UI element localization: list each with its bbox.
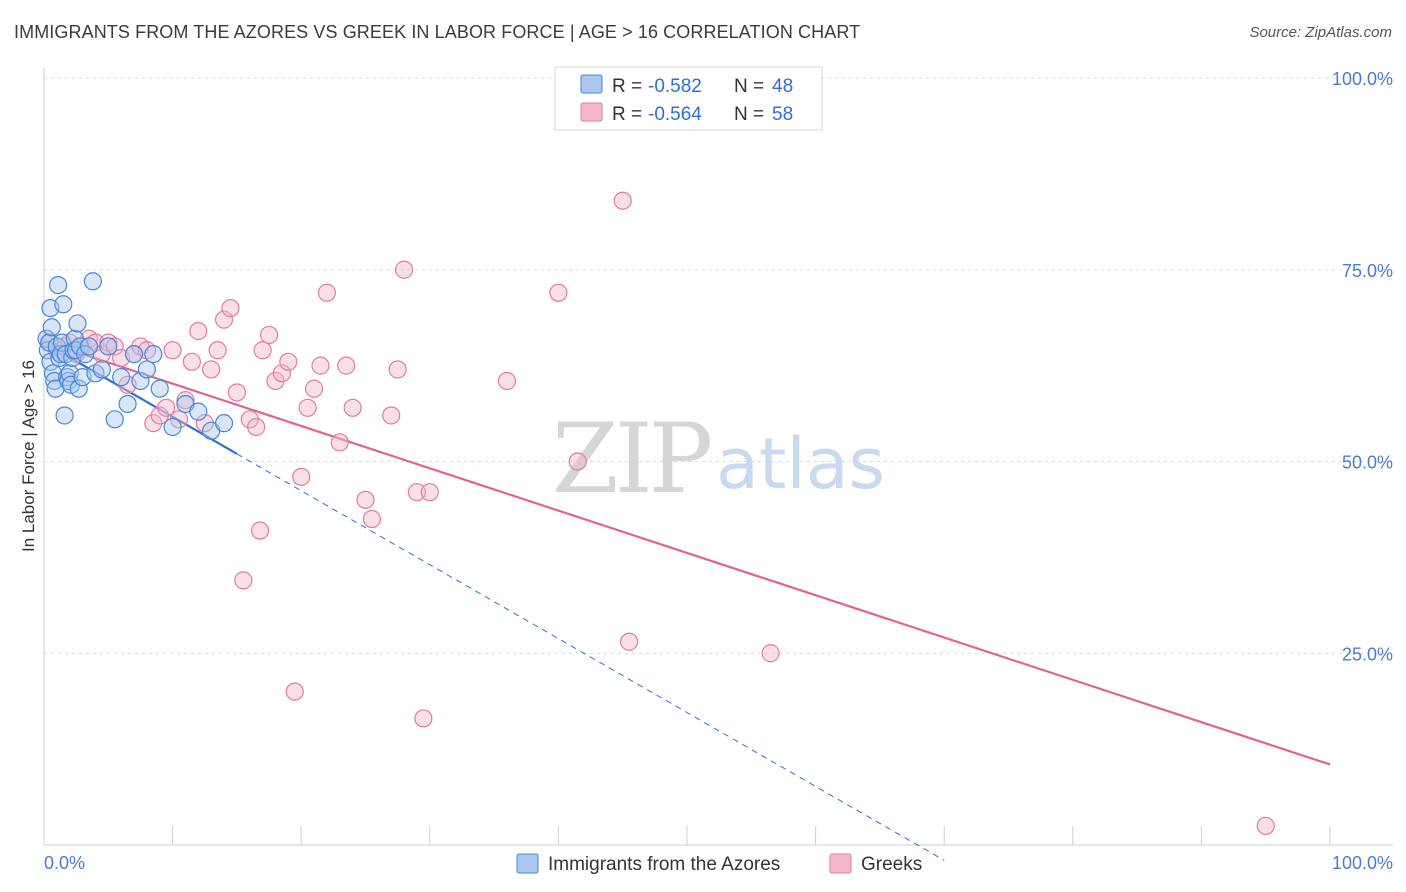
azores-point [83,272,102,291]
greeks-point [420,483,439,502]
legend-swatch-azores [580,74,603,94]
greeks-point [330,433,349,452]
watermark-zip: ZIP [552,403,711,515]
legend-n-label-azores: N = [734,76,764,97]
greeks-point [497,371,517,391]
greeks-point [298,398,317,417]
legend-box: R = -0.582 N = 48 R = -0.564 N = 58 [554,66,823,131]
x-tick-label-max: 100.0% [1332,853,1393,873]
y-tick-label: 50.0% [1342,453,1393,473]
azores-point [144,345,163,364]
legend-n-value-azores: 48 [772,76,793,97]
greeks-point [285,682,304,701]
greeks-point [272,364,292,383]
azores-point [150,379,169,398]
azores-trend-extension [236,453,945,861]
greeks-point [227,383,246,402]
grid-lines [44,77,1393,654]
greeks-point [157,398,176,417]
chart-source: Source: ZipAtlas.com [1249,24,1392,41]
greeks-point [356,490,375,509]
greeks-point [208,341,227,360]
azores-point [79,337,99,356]
legend-n-value-greeks: 58 [772,104,793,125]
greeks-point [761,644,780,663]
greeks-point [304,379,324,398]
chart-title: IMMIGRANTS FROM THE AZORES VS GREEK IN L… [14,22,861,42]
azores-point [49,275,68,295]
greeks-point [317,283,337,302]
greeks-point [1256,816,1275,835]
greeks-point [221,299,240,318]
azores-point [112,368,131,387]
greeks-trend-line [47,341,1331,766]
legend-swatch-greeks [580,102,603,122]
azores-point [41,352,60,371]
azores-point [214,414,234,433]
greeks-point [253,341,272,360]
greeks-point [362,509,382,529]
y-axis-label: In Labor Force | Age > 16 [19,360,38,552]
legend-r-label-azores: R = [612,76,642,97]
greeks-point [292,467,311,486]
y-tick-label: 25.0% [1342,644,1393,664]
watermark: ZIP atlas [552,403,885,515]
azores-points [37,272,234,440]
greeks-point [568,452,587,471]
bottom-legend-swatch-greeks [829,853,852,874]
azores-point [118,394,137,414]
greeks-point [163,341,182,360]
azores-point [131,371,150,391]
greeks-point [279,352,298,371]
azores-point [69,379,88,398]
greeks-point [182,352,201,371]
y-tick-labels: 25.0% 50.0% 75.0% 100.0% [1332,69,1393,664]
legend-r-label-greeks: R = [612,104,642,125]
bottom-legend-label-greeks: Greeks [861,854,922,875]
greeks-point [414,709,433,728]
greeks-point [382,406,401,425]
y-tick-label: 75.0% [1342,261,1393,281]
greeks-point [388,360,407,379]
greeks-point [176,391,195,410]
greeks-point [259,325,279,345]
bottom-legend-label-azores: Immigrants from the Azores [548,854,780,875]
azores-point [42,318,61,337]
greeks-point [234,571,253,590]
greeks-point [202,360,221,379]
greeks-point [247,417,266,437]
bottom-legend: Immigrants from the Azores Greeks [516,853,922,875]
bottom-legend-swatch-azores [516,853,539,874]
azores-point [137,360,156,379]
legend-r-value-greeks: -0.564 [648,104,702,125]
azores-point [54,295,73,314]
legend-n-label-greeks: N = [734,104,764,125]
x-tick-marks [172,826,1331,845]
azores-point [99,337,118,356]
azores-point [55,406,74,425]
greeks-point [189,322,208,341]
azores-point [163,417,182,437]
greeks-point [105,337,124,356]
greeks-point [549,283,568,302]
greeks-point [250,521,270,540]
greeks-point [613,191,632,210]
azores-point [105,410,124,429]
watermark-atlas: atlas [716,423,885,505]
greeks-point [343,398,362,417]
y-tick-label: 100.0% [1332,69,1393,89]
azores-point [189,402,208,421]
greeks-point [311,356,330,375]
greeks-point [214,310,234,329]
x-tick-label-min: 0.0% [44,853,85,873]
legend-r-value-azores: -0.582 [648,76,702,97]
greeks-point [394,260,414,279]
greeks-point [337,356,356,375]
azores-point [68,314,87,333]
greeks-point [407,483,427,502]
greeks-point [620,632,639,651]
azores-point [92,360,111,379]
azores-point [124,345,144,364]
